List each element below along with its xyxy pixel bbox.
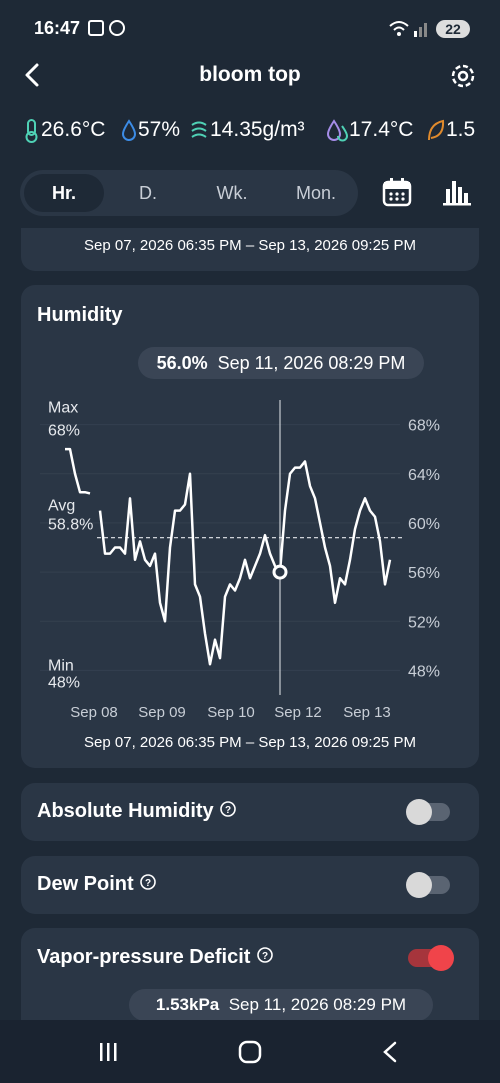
toggle-switch[interactable] — [408, 945, 454, 971]
highlight-point — [272, 564, 288, 580]
page-title: bloom top — [199, 63, 301, 86]
vpd-tooltip: 1.53kPa Sep 11, 2026 08:29 PM — [129, 989, 433, 1021]
reading-dew-point: 17.4°C — [349, 118, 414, 141]
tab[interactable]: Wk. — [216, 183, 248, 203]
toggle-card — [21, 856, 479, 914]
x-tick-label: Sep 08 — [70, 704, 118, 721]
settings-button[interactable] — [449, 62, 477, 90]
humidity-icon — [121, 119, 137, 141]
vpd-value: 1.53kPa — [155, 995, 220, 1014]
nav-buttons — [100, 1040, 397, 1064]
toggle-switch[interactable] — [406, 872, 450, 898]
signal-icons — [389, 21, 427, 37]
toggle-card — [21, 783, 479, 841]
x-tick-label: Sep 13 — [343, 704, 391, 721]
annotation-label: Avg — [48, 498, 75, 515]
help-icon[interactable]: ? — [256, 946, 274, 964]
tooltip-value: 56.0% — [156, 353, 208, 373]
tab[interactable]: D. — [139, 183, 157, 203]
tooltip-date: Sep 11, 2026 08:29 PM — [217, 353, 406, 373]
reading-temp: 26.6°C — [41, 118, 106, 141]
y-tick-label: 48% — [408, 663, 440, 680]
reading-vpd: 1.5 — [446, 118, 476, 141]
back-button[interactable] — [22, 62, 46, 88]
tab[interactable]: Mon. — [295, 183, 337, 203]
status-time: 16:47 — [34, 18, 81, 38]
reading-abs-humidity: 14.35g/m³ — [210, 118, 305, 141]
temp-icon — [25, 119, 38, 143]
svg-text:?: ? — [145, 878, 151, 889]
toggle-title: Vapor-pressure Deficit ? — [37, 946, 274, 969]
svg-text:?: ? — [262, 951, 268, 962]
x-tick-label: Sep 10 — [207, 704, 255, 721]
abs-humidity-icon — [191, 121, 207, 138]
chart-tooltip: 56.0% Sep 11, 2026 08:29 PM — [138, 347, 424, 379]
annotation-label: Max — [48, 400, 78, 417]
y-tick-label: 68% — [408, 418, 440, 435]
humidity-line — [65, 447, 392, 666]
help-icon[interactable]: ? — [139, 873, 157, 891]
range-card — [21, 228, 479, 271]
annotation-value: 48% — [48, 674, 80, 691]
tab[interactable]: Hr. — [24, 174, 104, 212]
annotation-label: Min — [48, 657, 74, 674]
chart-title: Humidity — [37, 304, 123, 326]
vpd-icon — [428, 119, 445, 141]
help-icon[interactable]: ? — [219, 800, 237, 818]
svg-text:?: ? — [225, 805, 231, 816]
toggle-label: Dew Point — [37, 873, 134, 895]
toggle-title: Absolute Humidity ? — [37, 800, 237, 823]
calendar-button[interactable] — [382, 177, 412, 207]
range-text: Sep 07, 2026 06:35 PM – Sep 13, 2026 09:… — [84, 237, 416, 254]
annotation-value: 58.8% — [48, 517, 93, 534]
x-tick-label: Sep 12 — [274, 704, 322, 721]
recents-button[interactable] — [100, 1043, 117, 1061]
annotation-value: 68% — [48, 423, 80, 440]
dew-icon — [326, 119, 349, 142]
home-button[interactable] — [238, 1040, 262, 1064]
battery: 22 — [436, 20, 470, 38]
status-icons — [88, 20, 125, 36]
toggle-title: Dew Point ? — [37, 873, 157, 896]
back-nav-button[interactable] — [383, 1041, 397, 1063]
vpd-date: Sep 11, 2026 08:29 PM — [228, 995, 407, 1014]
chart-range-text: Sep 07, 2026 06:35 PM – Sep 13, 2026 09:… — [84, 734, 416, 751]
x-tick-label: Sep 09 — [138, 704, 186, 721]
toggle-label: Vapor-pressure Deficit — [37, 946, 251, 968]
y-tick-label: 64% — [408, 467, 440, 484]
nav-bar — [0, 1020, 500, 1083]
toggle-label: Absolute Humidity — [37, 800, 214, 822]
humidity-chart: 48% 52% 56% 60% 64% 68% Sep 08 Sep 09 Sep 10 Sep … — [40, 400, 440, 721]
chart-type-button[interactable] — [442, 177, 472, 207]
y-tick-label: 60% — [408, 516, 440, 533]
reading-humidity: 57% — [138, 118, 181, 141]
toggle-switch[interactable] — [406, 799, 450, 825]
y-tick-label: 52% — [408, 614, 440, 631]
y-tick-label: 56% — [408, 565, 440, 582]
